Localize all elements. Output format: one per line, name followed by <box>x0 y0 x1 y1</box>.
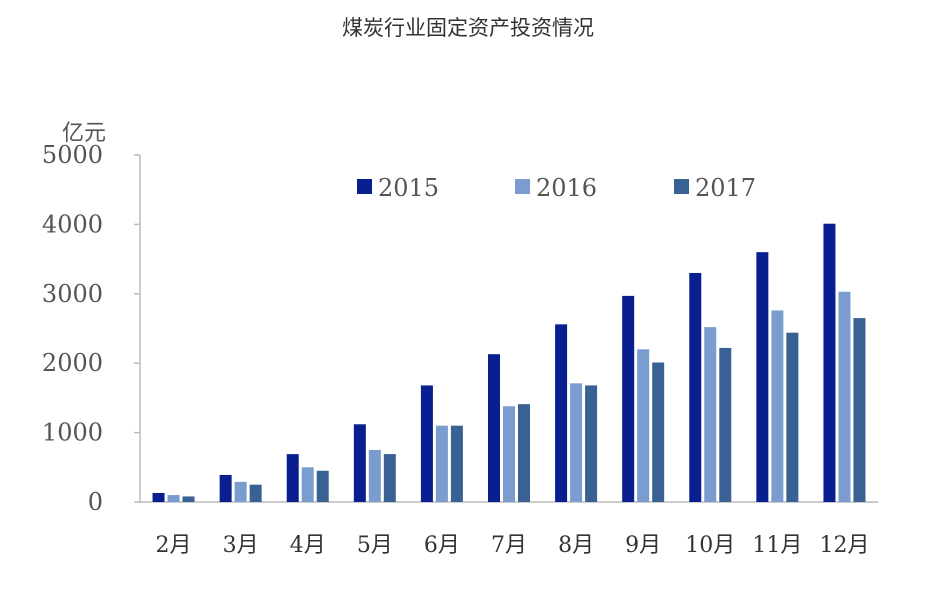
bar-2016-4 <box>301 467 314 502</box>
y-tick-label: 0 <box>88 488 103 516</box>
bar-2015-4 <box>286 454 299 502</box>
bar-2015-7 <box>488 354 500 502</box>
page-title: 煤炭行业固定资产投资情况 <box>342 16 594 40</box>
bar-2015-12 <box>823 223 836 502</box>
bar-2017-2 <box>182 496 195 502</box>
legend-label-2016: 2016 <box>536 174 597 202</box>
x-tick-label: 5月 <box>357 533 393 558</box>
bar-2016-5 <box>368 449 381 502</box>
bar-2017-3 <box>249 484 262 502</box>
x-tick-label: 10月 <box>685 533 735 558</box>
bar-2015-9 <box>622 295 635 502</box>
bar-2015-2 <box>152 492 165 502</box>
x-tick-label: 4月 <box>290 533 326 558</box>
bar-2016-10 <box>704 327 717 502</box>
bar-2016-6 <box>435 425 448 502</box>
legend-swatch-2015 <box>357 179 372 194</box>
bar-2017-4 <box>316 470 329 502</box>
x-tick-label: 3月 <box>223 533 259 558</box>
bar-2016-9 <box>637 349 650 502</box>
x-tick-label: 8月 <box>558 533 594 558</box>
x-tick-label: 12月 <box>819 533 869 558</box>
bar-2017-12 <box>853 318 866 502</box>
bar-2016-3 <box>234 481 247 502</box>
bar-2016-8 <box>570 383 583 502</box>
bar-2017-6 <box>450 425 463 502</box>
x-tick-label: 9月 <box>625 533 661 558</box>
legend-swatch-2017 <box>674 179 689 194</box>
bar-2017-11 <box>786 332 799 502</box>
bar-2016-2 <box>167 495 180 502</box>
bar-2017-9 <box>652 362 665 502</box>
bar-2015-3 <box>219 474 232 502</box>
y-tick-label: 3000 <box>42 280 103 308</box>
x-tick-label: 11月 <box>752 533 802 558</box>
y-tick-label: 2000 <box>42 349 103 377</box>
x-tick-label: 6月 <box>424 533 460 558</box>
y-tick-label: 5000 <box>42 141 103 169</box>
bar-2016-11 <box>771 310 784 502</box>
bar-2017-5 <box>383 454 396 502</box>
y-tick-label: 4000 <box>42 210 103 238</box>
bar-2015-6 <box>420 385 433 502</box>
bar-2017-7 <box>518 404 530 502</box>
bar-2017-8 <box>585 385 598 502</box>
x-tick-label: 2月 <box>156 533 192 558</box>
bar-2016-12 <box>838 291 851 502</box>
legend-label-2015: 2015 <box>378 174 439 202</box>
bar-2017-10 <box>719 347 732 502</box>
bar-2015-11 <box>756 252 769 502</box>
y-axis-unit-label: 亿元 <box>62 121 106 146</box>
y-tick-label: 1000 <box>42 419 103 447</box>
legend-swatch-2016 <box>515 179 530 194</box>
bar-2016-7 <box>503 406 515 502</box>
legend-label-2017: 2017 <box>695 174 756 202</box>
bar-2015-8 <box>555 324 568 502</box>
x-tick-label: 7月 <box>491 533 527 558</box>
bar-2015-5 <box>353 424 366 502</box>
bar-2015-10 <box>689 272 702 502</box>
